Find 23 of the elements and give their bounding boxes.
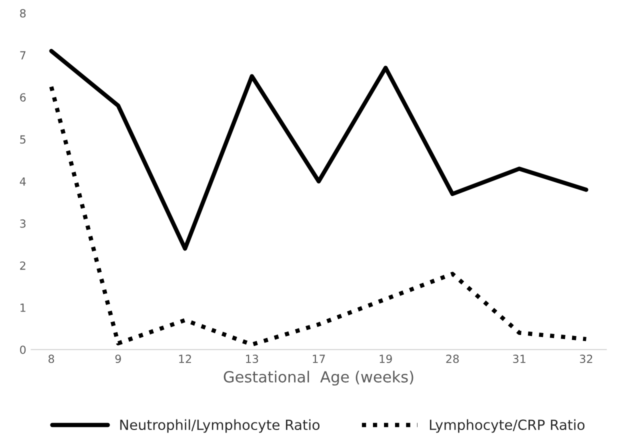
- y-tick-label: 1: [20, 304, 26, 312]
- x-tick-label: 32: [580, 354, 592, 364]
- x-axis-title: Gestational Age (weeks): [224, 370, 414, 386]
- line-series: [49, 48, 588, 251]
- y-tick-label: 2: [20, 261, 26, 270]
- x-tick-label: 19: [380, 354, 392, 364]
- x-tick-label: 12: [179, 354, 191, 363]
- x-tick-label: 9: [115, 354, 121, 364]
- y-tick-label: 4: [20, 177, 26, 186]
- legend-label: Neutrophil/Lymphocyte Ratio: [120, 419, 320, 433]
- x-tick-label: 13: [246, 354, 258, 364]
- y-tick-label: 3: [20, 219, 26, 228]
- x-tick-label: 28: [446, 354, 459, 364]
- y-tick-label: 8: [20, 9, 26, 18]
- y-tick-label: 7: [20, 51, 26, 60]
- x-tick-label: 31: [513, 354, 526, 364]
- legend-label: Lymphocyte/CRP Ratio: [430, 419, 584, 433]
- line-series: [49, 84, 588, 347]
- y-tick-label: 0: [20, 346, 26, 354]
- y-tick-label: 5: [20, 135, 26, 144]
- x-tick-label: 8: [48, 354, 54, 364]
- y-tick-label: 6: [20, 93, 26, 102]
- x-tick-label: 17: [312, 354, 325, 363]
